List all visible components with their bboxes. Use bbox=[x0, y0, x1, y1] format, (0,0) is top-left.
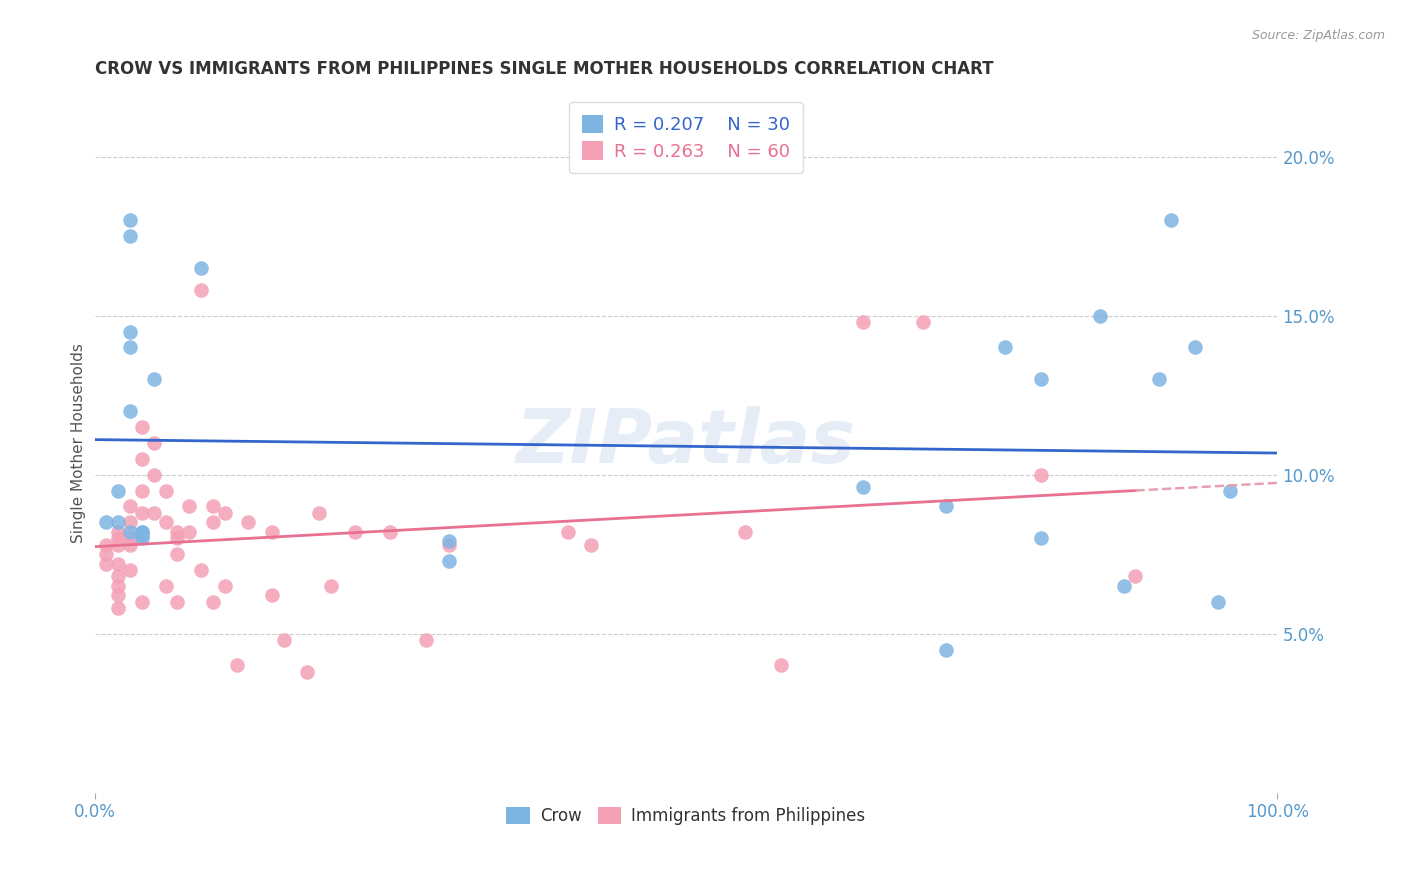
Point bbox=[1112, 579, 1135, 593]
Point bbox=[415, 633, 437, 648]
Point bbox=[201, 516, 224, 530]
Point bbox=[935, 500, 957, 514]
Point bbox=[142, 435, 165, 450]
Point bbox=[273, 633, 295, 648]
Point bbox=[120, 538, 142, 552]
Point bbox=[107, 538, 129, 552]
Point bbox=[131, 483, 153, 498]
Point bbox=[297, 665, 319, 679]
Point bbox=[155, 579, 177, 593]
Point bbox=[120, 404, 142, 418]
Point bbox=[734, 524, 756, 539]
Point bbox=[214, 579, 236, 593]
Point bbox=[911, 315, 934, 329]
Point bbox=[131, 506, 153, 520]
Point bbox=[120, 531, 142, 545]
Legend: Crow, Immigrants from Philippines: Crow, Immigrants from Philippines bbox=[498, 798, 875, 833]
Point bbox=[131, 595, 153, 609]
Point bbox=[308, 506, 330, 520]
Point bbox=[225, 658, 247, 673]
Point bbox=[120, 500, 142, 514]
Point bbox=[190, 283, 212, 297]
Point bbox=[120, 516, 142, 530]
Point bbox=[107, 569, 129, 583]
Point bbox=[260, 589, 283, 603]
Point bbox=[131, 524, 153, 539]
Point bbox=[852, 315, 875, 329]
Point bbox=[155, 483, 177, 498]
Point bbox=[120, 213, 142, 227]
Point bbox=[107, 557, 129, 571]
Point bbox=[190, 260, 212, 275]
Point bbox=[166, 547, 188, 561]
Point bbox=[994, 341, 1017, 355]
Text: CROW VS IMMIGRANTS FROM PHILIPPINES SINGLE MOTHER HOUSEHOLDS CORRELATION CHART: CROW VS IMMIGRANTS FROM PHILIPPINES SING… bbox=[94, 60, 993, 78]
Point bbox=[179, 500, 201, 514]
Point bbox=[1160, 213, 1182, 227]
Point bbox=[238, 516, 260, 530]
Point bbox=[107, 589, 129, 603]
Point bbox=[166, 595, 188, 609]
Point bbox=[166, 531, 188, 545]
Point bbox=[107, 601, 129, 615]
Point bbox=[107, 516, 129, 530]
Point bbox=[96, 538, 118, 552]
Point bbox=[96, 516, 118, 530]
Y-axis label: Single Mother Households: Single Mother Households bbox=[72, 343, 86, 543]
Point bbox=[1029, 372, 1052, 386]
Point bbox=[201, 595, 224, 609]
Point bbox=[107, 524, 129, 539]
Point bbox=[131, 531, 153, 545]
Point bbox=[120, 524, 142, 539]
Point bbox=[179, 524, 201, 539]
Point bbox=[1184, 341, 1206, 355]
Point bbox=[120, 325, 142, 339]
Point bbox=[142, 372, 165, 386]
Point bbox=[1029, 531, 1052, 545]
Point bbox=[260, 524, 283, 539]
Point bbox=[1206, 595, 1229, 609]
Point bbox=[214, 506, 236, 520]
Point bbox=[120, 563, 142, 577]
Point bbox=[439, 553, 461, 567]
Point bbox=[1147, 372, 1170, 386]
Point bbox=[1088, 309, 1111, 323]
Point bbox=[131, 451, 153, 466]
Point bbox=[131, 420, 153, 434]
Point bbox=[439, 534, 461, 549]
Point bbox=[769, 658, 792, 673]
Point bbox=[581, 538, 603, 552]
Point bbox=[190, 563, 212, 577]
Point bbox=[1219, 483, 1241, 498]
Point bbox=[96, 547, 118, 561]
Point bbox=[131, 524, 153, 539]
Point bbox=[380, 524, 402, 539]
Point bbox=[107, 531, 129, 545]
Point bbox=[557, 524, 579, 539]
Point bbox=[166, 524, 188, 539]
Point bbox=[96, 557, 118, 571]
Point bbox=[321, 579, 343, 593]
Point bbox=[142, 506, 165, 520]
Point bbox=[343, 524, 366, 539]
Point bbox=[120, 341, 142, 355]
Point bbox=[142, 467, 165, 482]
Point bbox=[107, 579, 129, 593]
Point bbox=[439, 538, 461, 552]
Point bbox=[852, 480, 875, 494]
Text: ZIPatlas: ZIPatlas bbox=[516, 407, 856, 479]
Point bbox=[120, 229, 142, 244]
Text: Source: ZipAtlas.com: Source: ZipAtlas.com bbox=[1251, 29, 1385, 42]
Point bbox=[155, 516, 177, 530]
Point bbox=[1125, 569, 1147, 583]
Point bbox=[107, 483, 129, 498]
Point bbox=[935, 642, 957, 657]
Point bbox=[201, 500, 224, 514]
Point bbox=[131, 528, 153, 542]
Point bbox=[1029, 467, 1052, 482]
